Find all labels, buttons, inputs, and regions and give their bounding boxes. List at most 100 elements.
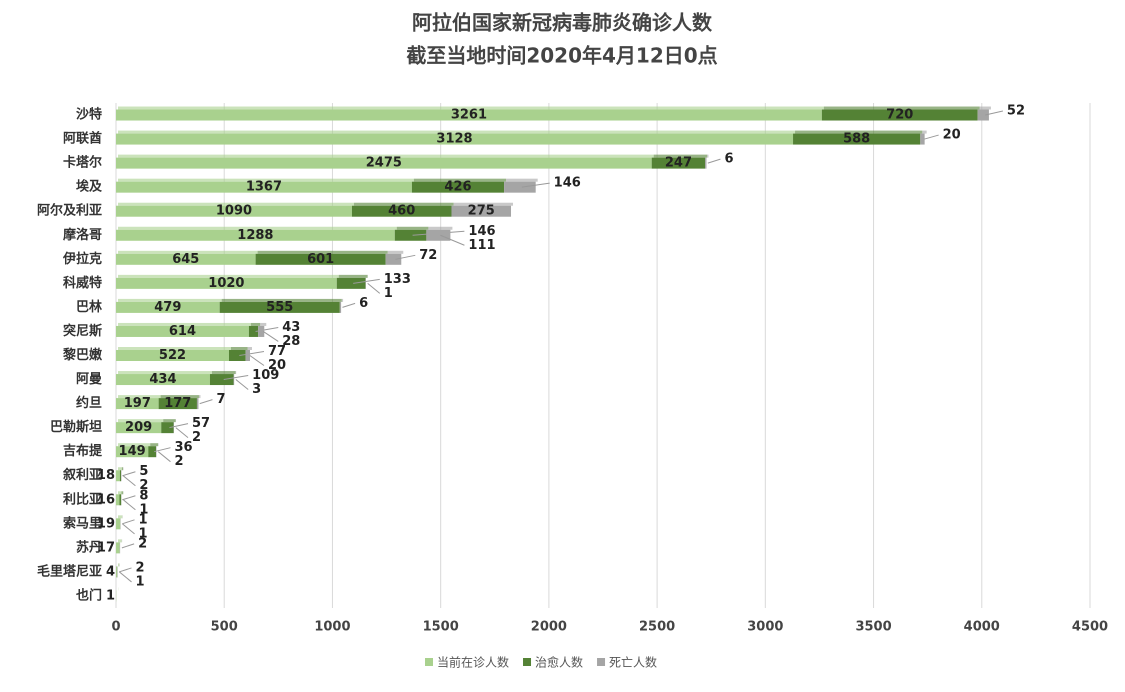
- data-label: 146: [554, 176, 581, 191]
- bar-top: [118, 491, 121, 494]
- chart-subtitle: 截至当地时间2020年4月12日0点: [406, 44, 717, 68]
- data-label: 1: [106, 588, 115, 603]
- y-tick-label: 巴林: [76, 299, 102, 315]
- bar-segment: [116, 542, 120, 553]
- bar-top: [231, 347, 248, 350]
- data-label: 2: [136, 560, 145, 575]
- bar-top: [199, 395, 201, 398]
- bar-segment: [210, 374, 234, 385]
- bar-top: [212, 371, 236, 374]
- data-label: 72: [419, 248, 437, 263]
- y-tick-label: 约旦: [76, 395, 102, 411]
- leader-line: [122, 520, 134, 524]
- data-label: 1288: [237, 228, 273, 243]
- data-label: 52: [1007, 104, 1025, 119]
- data-label: 1: [136, 574, 145, 589]
- data-label: 146: [468, 224, 495, 239]
- data-label: 1: [139, 512, 148, 527]
- bar-top: [260, 323, 266, 326]
- bar-top: [388, 251, 404, 254]
- bar-top: [342, 299, 343, 302]
- data-label: 16: [97, 492, 115, 507]
- y-tick-label: 阿联酋: [63, 131, 102, 147]
- leader-line: [122, 524, 134, 534]
- data-label: 1367: [246, 180, 282, 195]
- leader-line: [119, 568, 131, 572]
- data-label: 8: [139, 488, 148, 503]
- x-tick-label: 4500: [1072, 620, 1108, 635]
- bar-segment: [197, 398, 199, 409]
- data-label: 601: [307, 252, 334, 267]
- leader-line: [368, 283, 380, 293]
- x-tick-label: 1000: [314, 620, 350, 635]
- data-label: 426: [444, 180, 471, 195]
- data-label: 197: [124, 396, 151, 411]
- bar-segment: [426, 230, 450, 241]
- data-label: 133: [384, 272, 411, 287]
- bar-top: [339, 275, 368, 278]
- bar-top: [118, 539, 122, 542]
- bar-top: [121, 491, 123, 494]
- data-label: 6: [724, 152, 733, 167]
- y-tick-label: 阿尔及利亚: [37, 203, 102, 219]
- x-tick-label: 2000: [531, 620, 567, 635]
- data-label: 36: [174, 440, 192, 455]
- data-label: 275: [468, 204, 495, 219]
- bar-top: [397, 227, 429, 230]
- bar-top: [428, 227, 452, 230]
- data-label: 209: [125, 420, 152, 435]
- x-tick-label: 3500: [855, 620, 891, 635]
- data-label: 1020: [208, 276, 244, 291]
- leader-line: [200, 400, 213, 404]
- y-tick-label: 突尼斯: [63, 323, 102, 339]
- x-tick-label: 4000: [964, 620, 1000, 635]
- bar-segment: [386, 254, 402, 265]
- data-label: 247: [665, 156, 692, 171]
- y-tick-label: 黎巴嫩: [63, 347, 103, 363]
- bar-top: [150, 443, 158, 446]
- data-label: 43: [282, 320, 300, 335]
- data-label: 434: [149, 372, 176, 387]
- data-label: 3261: [451, 108, 487, 123]
- data-label: 57: [192, 416, 210, 431]
- data-label: 20: [943, 128, 961, 143]
- bar-top: [707, 155, 708, 158]
- bar-segment: [246, 350, 250, 361]
- data-label: 2: [192, 430, 201, 445]
- legend-label: 死亡人数: [609, 655, 657, 670]
- leader-line: [342, 303, 355, 307]
- bar-segment: [116, 566, 117, 577]
- x-tick-label: 2500: [639, 620, 675, 635]
- bar-segment: [504, 182, 536, 193]
- x-tick-label: 3000: [747, 620, 783, 635]
- bar-segment: [340, 302, 341, 313]
- legend-label: 当前在诊人数: [437, 655, 509, 670]
- leader-line: [122, 496, 135, 500]
- chart-title: 阿拉伯国家新冠病毒肺炎确诊人数: [412, 11, 713, 35]
- y-tick-label: 也门: [76, 587, 102, 603]
- bar-segment: [229, 350, 246, 361]
- leader-line: [154, 448, 170, 452]
- bar-top: [118, 563, 119, 566]
- data-label: 19: [97, 516, 115, 531]
- leader-line: [122, 472, 135, 476]
- legend-swatch: [425, 658, 433, 666]
- bar-top: [980, 107, 991, 110]
- leader-line: [250, 356, 264, 366]
- leader-line: [122, 544, 134, 548]
- x-tick-label: 500: [211, 620, 238, 635]
- y-tick-label: 摩洛哥: [63, 227, 102, 243]
- bar-segment: [120, 470, 121, 481]
- y-tick-label: 伊拉克: [62, 251, 102, 267]
- data-label: 522: [159, 348, 186, 363]
- bar-segment: [337, 278, 366, 289]
- leader-line: [158, 452, 170, 462]
- bar-segment: [116, 470, 120, 481]
- y-tick-label: 毛里塔尼亚: [37, 563, 102, 579]
- data-label: 7: [216, 392, 225, 407]
- data-label: 1: [384, 286, 393, 301]
- data-label: 111: [468, 238, 495, 253]
- data-label: 479: [154, 300, 181, 315]
- legend-swatch: [597, 658, 605, 666]
- data-label: 6: [359, 296, 368, 311]
